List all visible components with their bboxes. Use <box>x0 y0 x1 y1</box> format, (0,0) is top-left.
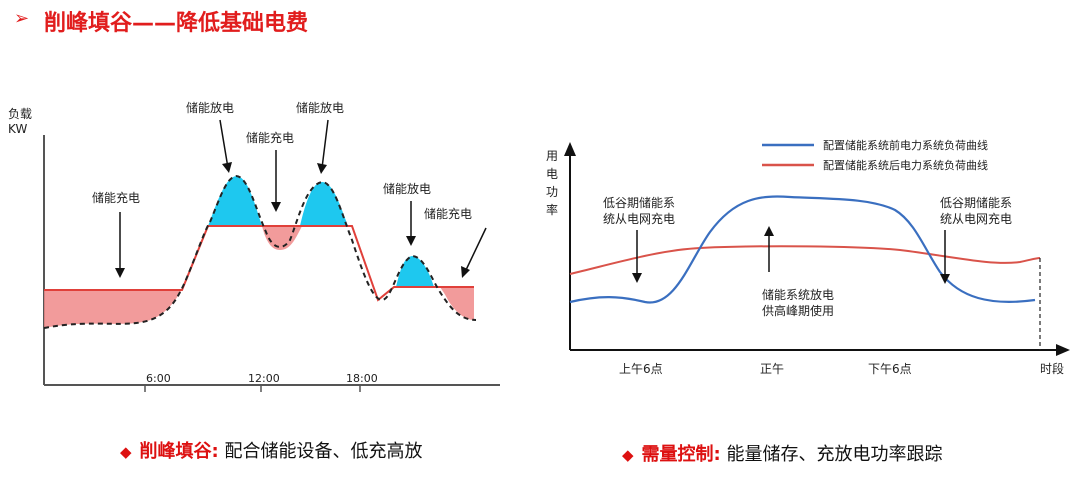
caption-peak-shaving: ◆ 削峰填谷: 配合储能设备、低充高放 <box>120 437 422 463</box>
valley-fill-3 <box>440 287 474 320</box>
label-charge-1: 储能充电 <box>92 190 140 205</box>
clipped-load-line <box>44 225 474 302</box>
right-y-char-2: 电 <box>546 167 558 181</box>
label-discharge-3: 储能放电 <box>383 181 431 196</box>
diamond-icon: ◆ <box>120 443 132 461</box>
caption-right-key: 需量控制: <box>641 444 721 465</box>
right-xtick-2: 正午 <box>760 362 784 376</box>
right-xtick-3: 下午6点 <box>868 362 912 376</box>
legend-after: 配置储能系统后电力系统负荷曲线 <box>823 158 988 172</box>
left-y-unit-2: KW <box>8 122 27 136</box>
label-discharge-1: 储能放电 <box>186 100 234 115</box>
left-xtick-1: 6:00 <box>146 372 171 385</box>
right-y-char-1: 用 <box>546 149 558 163</box>
original-load-dashed <box>43 174 477 329</box>
diamond-icon: ◆ <box>622 446 634 464</box>
caption-demand-control: ◆ 需量控制: 能量储存、充放电功率跟踪 <box>622 440 942 466</box>
peak-fill-3 <box>396 256 434 287</box>
page-title: 削峰填谷——降低基础电费 <box>44 11 309 36</box>
annot-right-2: 统从电网充电 <box>940 211 1012 226</box>
right-y-char-4: 率 <box>546 202 558 217</box>
left-xtick-3: 18:00 <box>346 372 378 385</box>
valley-fill-2 <box>262 226 302 250</box>
annot-center-2: 供高峰期使用 <box>762 303 834 318</box>
annot-center-1: 储能系统放电 <box>762 287 834 302</box>
peak-fill-2 <box>300 182 348 226</box>
legend-before: 配置储能系统前电力系统负荷曲线 <box>823 138 988 152</box>
valley-fill-1 <box>44 290 182 328</box>
caption-right-text: 能量储存、充放电功率跟踪 <box>726 444 943 465</box>
right-x-end-label: 时段 <box>1040 361 1064 376</box>
load-after-line <box>569 245 1041 275</box>
annot-left-2: 统从电网充电 <box>603 211 675 226</box>
left-xtick-2: 12:00 <box>248 372 280 385</box>
caption-left-text: 配合储能设备、低充高放 <box>224 441 423 462</box>
label-charge-3: 储能充电 <box>424 206 472 221</box>
annot-left-1: 低谷期储能系 <box>603 195 675 210</box>
load-before-line <box>569 195 1036 304</box>
annot-right-1: 低谷期储能系 <box>940 195 1012 210</box>
right-y-char-3: 功 <box>546 185 558 199</box>
right-xtick-1: 上午6点 <box>619 362 663 376</box>
label-charge-2: 储能充电 <box>246 130 294 145</box>
caption-left-key: 削峰填谷: <box>139 441 219 462</box>
title-arrow-icon: ➢ <box>14 8 30 29</box>
label-discharge-2: 储能放电 <box>296 100 344 115</box>
left-y-unit-1: 负载 <box>8 107 32 121</box>
